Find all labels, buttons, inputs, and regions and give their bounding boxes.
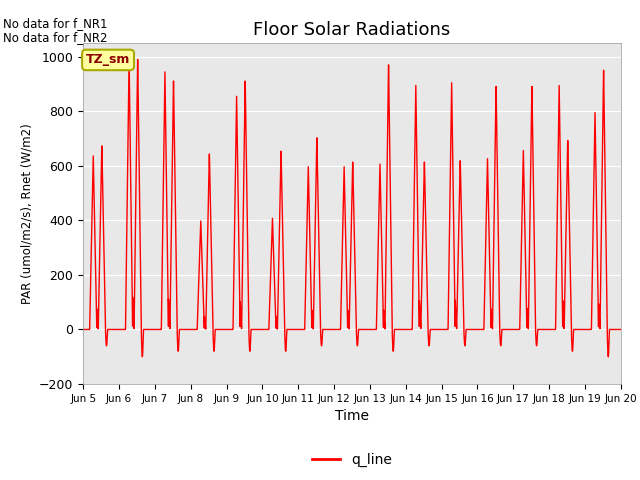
Text: No data for f_NR1: No data for f_NR1 xyxy=(3,17,108,30)
Text: No data for f_NR2: No data for f_NR2 xyxy=(3,31,108,44)
Text: TZ_sm: TZ_sm xyxy=(86,53,131,66)
X-axis label: Time: Time xyxy=(335,409,369,423)
Y-axis label: PAR (umol/m2/s), Rnet (W/m2): PAR (umol/m2/s), Rnet (W/m2) xyxy=(20,123,33,304)
Title: Floor Solar Radiations: Floor Solar Radiations xyxy=(253,21,451,39)
Legend: q_line: q_line xyxy=(307,447,397,472)
